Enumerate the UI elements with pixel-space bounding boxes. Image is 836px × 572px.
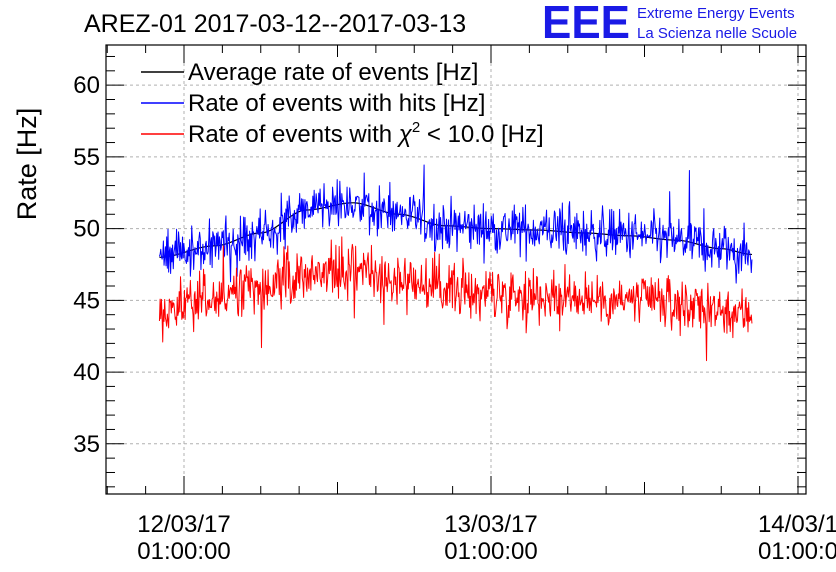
legend-chi-exponent: 2 [412, 119, 420, 136]
legend-label-average: Average rate of events [Hz] [188, 59, 478, 86]
legend-chi-symbol: χ [397, 121, 413, 148]
x-tick-time-0: 01:00:00 [137, 538, 230, 565]
series-line-1 [158, 164, 753, 284]
y-axis-label: Rate [Hz] [12, 108, 42, 221]
logo-line1: Extreme Energy Events [637, 5, 795, 22]
legend-chi2-suffix: < 10.0 [Hz] [420, 121, 543, 148]
logo-line2: La Scienza nelle Scuole [637, 25, 797, 42]
x-tick-time-1: 01:00:00 [444, 538, 537, 565]
x-tick-labels: 12/03/1701:00:0013/03/1701:00:0014/03/10… [137, 511, 836, 565]
chart-title: AREZ-01 2017-03-12--2017-03-13 [84, 10, 466, 38]
legend-label-hits: Rate of events with hits [Hz] [188, 90, 485, 117]
plot-frame [105, 44, 807, 495]
eee-logo: EEE Extreme Energy Events La Scienza nel… [542, 0, 797, 48]
y-tick-label-45: 45 [73, 287, 100, 314]
x-tick-date-1: 13/03/17 [444, 511, 537, 538]
x-tick-date-0: 12/03/17 [137, 511, 230, 538]
y-tick-labels: 35 40 45 50 55 60 [73, 72, 100, 458]
legend-label-chi2: Rate of events with χ2 < 10.0 [Hz] [188, 119, 544, 148]
logo-mark: EEE [542, 0, 630, 48]
legend-chi2-prefix: Rate of events with [188, 121, 399, 148]
y-tick-label-40: 40 [73, 359, 100, 386]
y-tick-label-50: 50 [73, 216, 100, 243]
series-line-2 [158, 236, 753, 362]
x-tick-time-2: 01:00:0 [758, 538, 836, 565]
y-tick-label-60: 60 [73, 72, 100, 99]
series-layer [158, 164, 753, 362]
x-tick-date-2: 14/03/1 [758, 511, 836, 538]
legend: Average rate of events [Hz] Rate of even… [141, 59, 544, 148]
y-tick-label-55: 55 [73, 144, 100, 171]
ticks [106, 45, 806, 494]
y-tick-label-35: 35 [73, 431, 100, 458]
